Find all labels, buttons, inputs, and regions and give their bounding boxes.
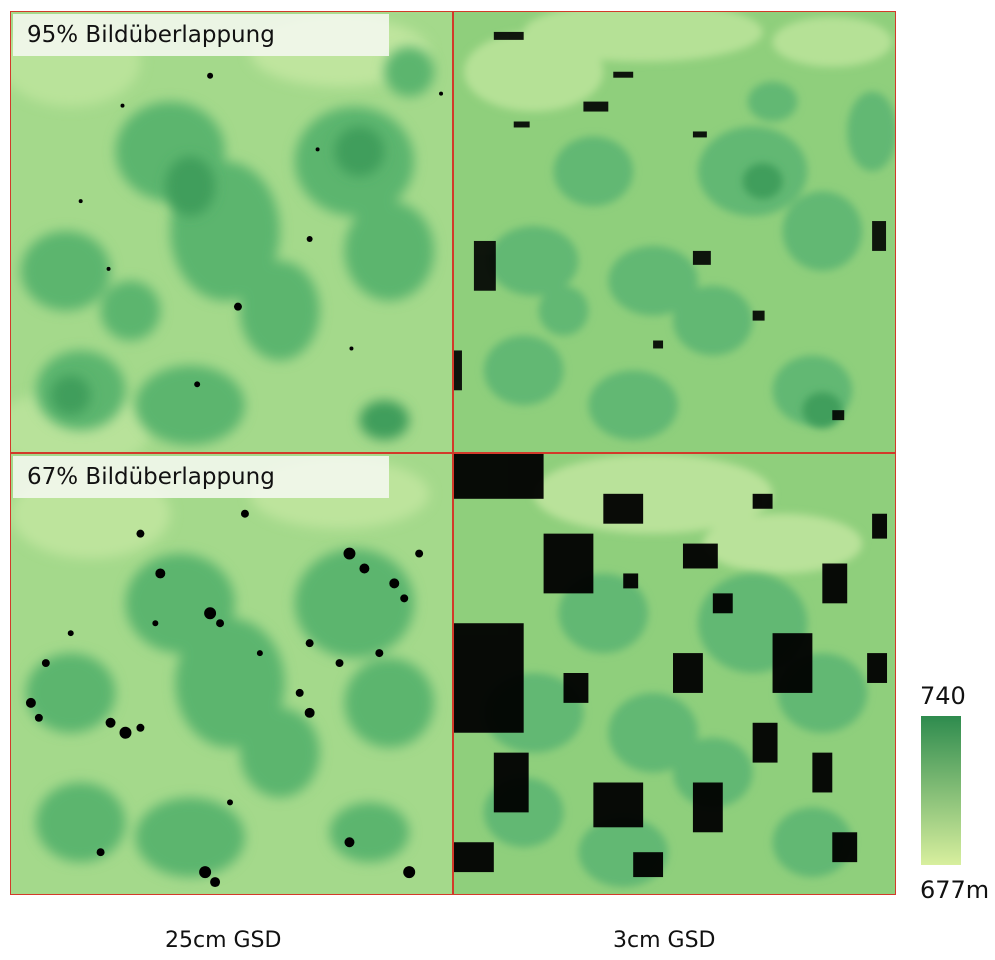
overlap-label: 67% Bildüberlappung: [13, 456, 389, 498]
colorbar-max-label: 740: [920, 682, 966, 710]
elevation-map-detailed-sparse: [454, 12, 895, 452]
elevation-map-detailed-gaps: [454, 454, 895, 894]
elevation-colorbar: [921, 716, 961, 865]
dsm-panel-25cm-95: 95% Bildüberlappung: [10, 11, 453, 453]
column-label-3cm: 3cm GSD: [613, 928, 716, 953]
dsm-panel-25cm-67: 67% Bildüberlappung: [10, 453, 453, 895]
overlap-label: 95% Bildüberlappung: [13, 14, 389, 56]
colorbar-min-label: 677m: [920, 876, 990, 904]
elevation-map-smooth-sparse: [11, 12, 452, 452]
dsm-panel-3cm-95: [453, 11, 896, 453]
dsm-panel-3cm-67: [453, 453, 896, 895]
column-label-25cm: 25cm GSD: [165, 928, 282, 953]
elevation-map-smooth-gaps: [11, 454, 452, 894]
